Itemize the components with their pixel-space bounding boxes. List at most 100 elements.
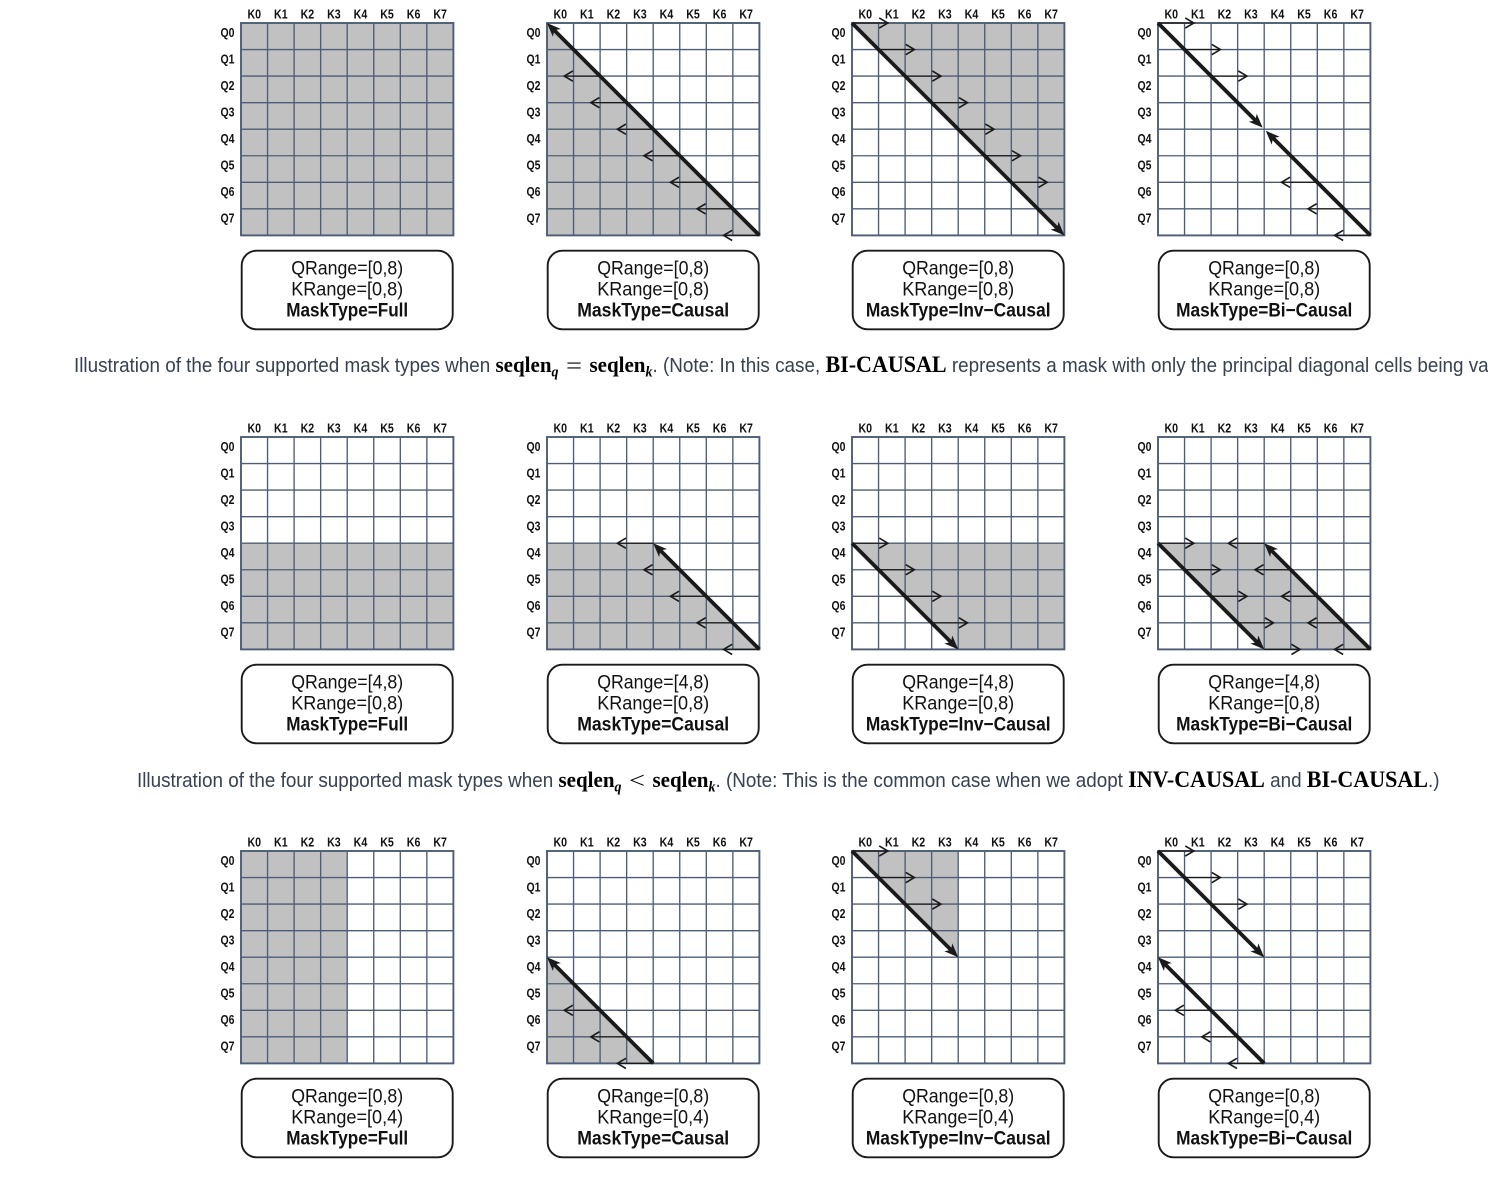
svg-text:Q1: Q1	[832, 51, 846, 66]
svg-text:K4: K4	[659, 834, 673, 849]
svg-text:Q1: Q1	[221, 879, 235, 894]
svg-text:K1: K1	[1191, 7, 1205, 22]
svg-text:Q5: Q5	[221, 571, 235, 586]
svg-text:Q7: Q7	[832, 211, 846, 226]
svg-text:MaskType=Inv−Causal: MaskType=Inv−Causal	[866, 1128, 1051, 1149]
svg-text:K0: K0	[1164, 421, 1178, 436]
svg-text:K6: K6	[407, 7, 421, 22]
svg-text:K5: K5	[380, 421, 394, 436]
svg-text:K4: K4	[965, 421, 979, 436]
svg-text:K0: K0	[859, 834, 873, 849]
svg-text:Q1: Q1	[832, 879, 846, 894]
svg-text:K4: K4	[354, 421, 368, 436]
svg-text:Q2: Q2	[221, 78, 235, 93]
svg-text:QRange=[4,8): QRange=[4,8)	[1208, 672, 1320, 693]
svg-text:K6: K6	[712, 834, 726, 849]
svg-text:K6: K6	[407, 421, 421, 436]
svg-text:K2: K2	[1218, 421, 1232, 436]
svg-text:K1: K1	[885, 834, 899, 849]
svg-text:K3: K3	[938, 834, 952, 849]
svg-text:K1: K1	[1191, 834, 1205, 849]
svg-text:Q7: Q7	[1138, 625, 1152, 640]
svg-text:Q4: Q4	[1138, 959, 1153, 974]
svg-text:Q2: Q2	[1138, 78, 1152, 93]
svg-text:Q0: Q0	[1138, 25, 1152, 40]
svg-text:Q6: Q6	[832, 184, 846, 199]
svg-text:Q7: Q7	[1138, 211, 1152, 226]
svg-text:Q2: Q2	[832, 78, 846, 93]
svg-text:K7: K7	[1350, 7, 1364, 22]
svg-text:K3: K3	[633, 421, 647, 436]
svg-text:Q4: Q4	[526, 959, 541, 974]
svg-text:Q5: Q5	[526, 571, 540, 586]
svg-text:MaskType=Inv−Causal: MaskType=Inv−Causal	[866, 714, 1051, 735]
svg-text:Q4: Q4	[1138, 545, 1153, 560]
svg-text:Q0: Q0	[832, 25, 846, 40]
svg-text:Q6: Q6	[1138, 184, 1152, 199]
svg-text:K4: K4	[1271, 7, 1285, 22]
svg-text:Q0: Q0	[526, 853, 540, 868]
svg-text:MaskType=Causal: MaskType=Causal	[577, 300, 729, 321]
svg-text:Q3: Q3	[1138, 518, 1152, 533]
svg-text:K0: K0	[859, 421, 873, 436]
svg-text:Q5: Q5	[1138, 158, 1152, 173]
svg-text:K6: K6	[1324, 7, 1338, 22]
svg-text:Q4: Q4	[221, 545, 236, 560]
svg-text:Q7: Q7	[221, 1038, 235, 1053]
svg-text:K3: K3	[1244, 834, 1258, 849]
svg-text:K5: K5	[1297, 834, 1311, 849]
svg-text:K5: K5	[992, 834, 1006, 849]
svg-text:KRange=[0,4): KRange=[0,4)	[1208, 1107, 1320, 1128]
svg-text:K2: K2	[1218, 834, 1232, 849]
svg-text:K0: K0	[1164, 7, 1178, 22]
svg-text:K6: K6	[1324, 834, 1338, 849]
svg-text:Q0: Q0	[832, 853, 846, 868]
svg-text:Q0: Q0	[832, 439, 846, 454]
svg-text:K2: K2	[912, 421, 926, 436]
svg-text:K0: K0	[553, 421, 567, 436]
svg-text:K3: K3	[938, 7, 952, 22]
svg-text:Q4: Q4	[526, 545, 541, 560]
svg-text:Q3: Q3	[832, 518, 846, 533]
svg-text:Q0: Q0	[221, 25, 235, 40]
svg-text:KRange=[0,8): KRange=[0,8)	[597, 693, 709, 714]
svg-text:K4: K4	[1271, 834, 1285, 849]
svg-text:MaskType=Full: MaskType=Full	[286, 1128, 408, 1149]
svg-text:KRange=[0,8): KRange=[0,8)	[1208, 693, 1320, 714]
svg-text:Q3: Q3	[221, 104, 235, 119]
svg-text:Q7: Q7	[526, 625, 540, 640]
svg-text:Q0: Q0	[526, 25, 540, 40]
svg-text:Q7: Q7	[221, 211, 235, 226]
svg-text:MaskType=Inv−Causal: MaskType=Inv−Causal	[866, 300, 1051, 321]
svg-text:Q3: Q3	[1138, 104, 1152, 119]
svg-text:Q7: Q7	[832, 1038, 846, 1053]
svg-text:K2: K2	[606, 7, 620, 22]
svg-text:K1: K1	[274, 834, 288, 849]
svg-text:Q3: Q3	[832, 104, 846, 119]
svg-text:Q3: Q3	[526, 518, 540, 533]
svg-text:K3: K3	[938, 421, 952, 436]
svg-text:Q6: Q6	[832, 1012, 846, 1027]
svg-text:K4: K4	[354, 7, 368, 22]
svg-text:QRange=[0,8): QRange=[0,8)	[597, 1086, 709, 1107]
svg-text:K5: K5	[686, 421, 700, 436]
svg-text:KRange=[0,8): KRange=[0,8)	[1208, 279, 1320, 300]
svg-text:K5: K5	[992, 421, 1006, 436]
svg-text:K0: K0	[247, 421, 261, 436]
svg-text:K7: K7	[739, 421, 753, 436]
svg-text:Q1: Q1	[221, 51, 235, 66]
svg-text:K3: K3	[327, 7, 341, 22]
svg-text:Q6: Q6	[1138, 598, 1152, 613]
svg-text:K3: K3	[1244, 421, 1258, 436]
svg-text:K5: K5	[380, 834, 394, 849]
svg-text:K3: K3	[633, 7, 647, 22]
svg-text:K4: K4	[965, 834, 979, 849]
svg-text:Q5: Q5	[1138, 985, 1152, 1000]
svg-text:KRange=[0,8): KRange=[0,8)	[902, 279, 1014, 300]
svg-text:K7: K7	[433, 7, 447, 22]
svg-text:Q6: Q6	[221, 1012, 235, 1027]
svg-text:Q6: Q6	[526, 184, 540, 199]
svg-text:K5: K5	[686, 7, 700, 22]
svg-text:Q3: Q3	[526, 104, 540, 119]
svg-text:KRange=[0,8): KRange=[0,8)	[902, 693, 1014, 714]
